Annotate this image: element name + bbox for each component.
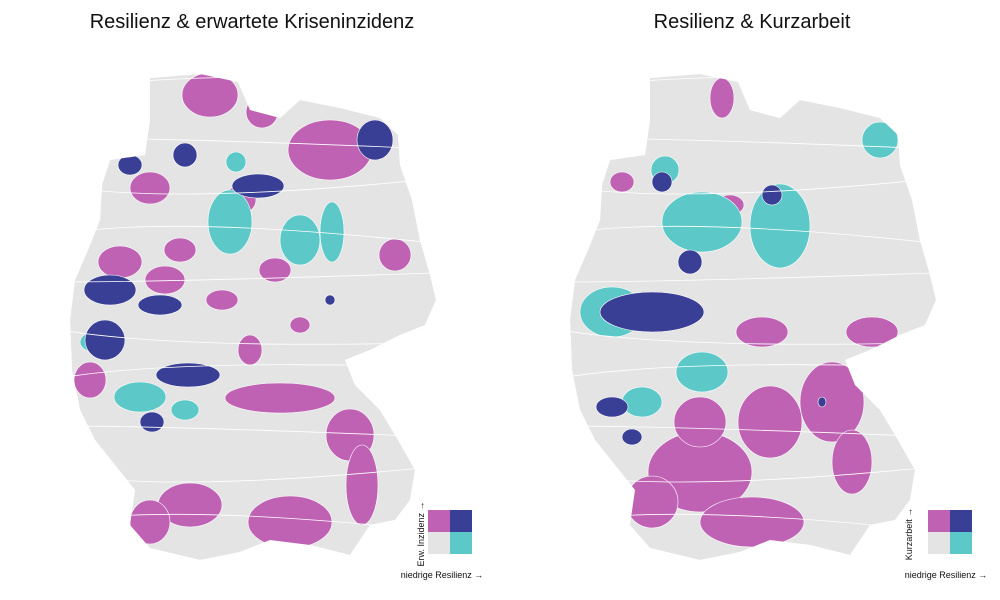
region-border xyxy=(570,271,936,283)
region xyxy=(595,396,629,418)
region xyxy=(129,171,171,205)
region xyxy=(231,173,285,199)
region-border xyxy=(70,425,436,439)
legend-cell xyxy=(950,510,972,532)
region xyxy=(709,77,735,119)
region xyxy=(117,154,143,176)
legend-y-label: Erw. Inzidenz → xyxy=(416,501,426,566)
region xyxy=(651,171,673,193)
region xyxy=(677,249,703,275)
region xyxy=(83,274,137,306)
legend-cell xyxy=(928,532,950,554)
region xyxy=(699,496,805,548)
legend-cell xyxy=(450,532,472,554)
region xyxy=(289,316,311,334)
region xyxy=(245,95,279,129)
region xyxy=(609,171,635,193)
region xyxy=(73,361,107,399)
region xyxy=(621,386,663,418)
map-right xyxy=(570,74,936,560)
region xyxy=(237,334,263,366)
region xyxy=(279,214,321,266)
region-border xyxy=(70,271,436,283)
region xyxy=(861,121,899,159)
region xyxy=(155,362,221,388)
region xyxy=(319,201,345,263)
region xyxy=(761,184,783,206)
legend-x-label: niedrige Resilienz → xyxy=(401,570,484,580)
legend-cell xyxy=(450,510,472,532)
region xyxy=(129,499,171,545)
region xyxy=(258,257,292,283)
region xyxy=(137,294,183,316)
region xyxy=(172,142,198,168)
region xyxy=(799,361,865,443)
legend-cell xyxy=(950,532,972,554)
legend-cell xyxy=(928,510,950,532)
region xyxy=(345,444,379,526)
legend-cell xyxy=(428,532,450,554)
region xyxy=(378,238,412,272)
region xyxy=(817,396,827,408)
region xyxy=(225,151,247,173)
region-border xyxy=(570,76,936,91)
region xyxy=(324,294,336,306)
region xyxy=(735,316,789,348)
region-border xyxy=(70,76,436,91)
region xyxy=(599,291,705,333)
region xyxy=(144,265,186,295)
region xyxy=(661,191,743,253)
map-title: Resilienz & Kurzarbeit xyxy=(654,11,851,33)
region xyxy=(749,183,811,269)
region xyxy=(625,475,679,529)
region xyxy=(831,429,873,495)
region xyxy=(673,396,727,448)
region xyxy=(675,351,729,393)
region xyxy=(621,428,643,446)
region xyxy=(139,411,165,433)
region xyxy=(181,74,239,118)
region xyxy=(737,385,803,459)
region xyxy=(207,189,253,255)
region xyxy=(247,495,333,549)
region xyxy=(356,119,394,161)
legend-y-label: Kurzarbeit → xyxy=(904,508,914,561)
region xyxy=(163,237,197,263)
region xyxy=(224,382,336,414)
region-border xyxy=(570,425,936,439)
region xyxy=(113,381,167,413)
region xyxy=(84,319,126,361)
region xyxy=(97,245,143,279)
legend-cell xyxy=(428,510,450,532)
legend-x-label: niedrige Resilienz → xyxy=(905,570,988,580)
region xyxy=(170,399,200,421)
map-title: Resilienz & erwartete Kriseninzidenz xyxy=(90,11,415,33)
map-left xyxy=(70,74,436,560)
region xyxy=(205,289,239,311)
region xyxy=(845,316,899,348)
